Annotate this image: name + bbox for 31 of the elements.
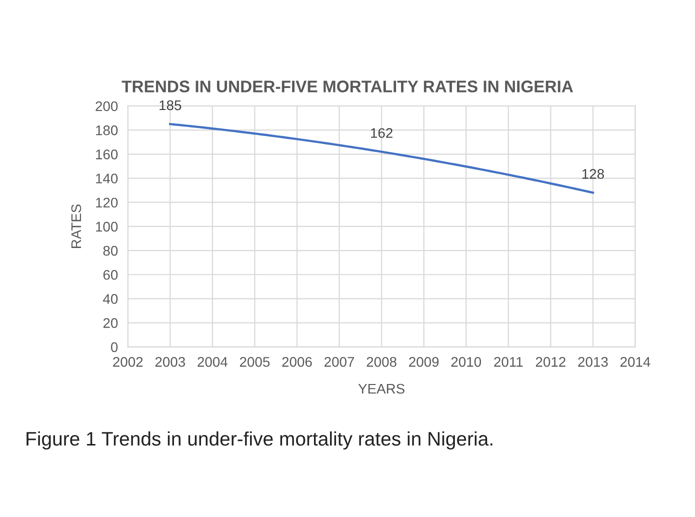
y-tick-label: 180	[96, 125, 118, 136]
y-tick-label: 120	[96, 198, 118, 208]
x-tick-label: 2005	[240, 356, 270, 367]
y-tick-label: 20	[103, 318, 118, 328]
x-tick-label: 2012	[536, 356, 566, 367]
x-tick-label: 2009	[409, 356, 439, 367]
x-tick-label: 2011	[494, 356, 523, 367]
x-tick-label: 2002	[113, 356, 143, 367]
x-tick-label: 2007	[324, 356, 354, 367]
x-tick-label: 2003	[155, 356, 185, 367]
caption: Figure 1 Trends in under-five mortality rates in Nigeria.	[26, 431, 492, 450]
x-tick-label: 2004	[198, 356, 228, 367]
x-tick-label: 2013	[578, 356, 608, 367]
y-tick-label: 40	[103, 294, 118, 304]
y-tick-label: 140	[96, 174, 118, 184]
y-tick-label: 80	[103, 246, 118, 256]
y-axis-title: RATES	[71, 204, 82, 248]
x-tick-label: 2008	[366, 356, 396, 367]
x-tick-label: 2014	[620, 356, 650, 367]
y-tick-label: 100	[96, 222, 118, 232]
data-label: 162	[371, 128, 392, 138]
y-tick-label: 60	[103, 270, 118, 280]
data-label: 185	[160, 100, 182, 110]
data-label: 128	[582, 169, 604, 179]
y-tick-label: 0	[110, 342, 118, 352]
chart-title: TRENDS IN UNDER-FIVE MORTALITY RATES IN NIGERIA	[122, 80, 574, 92]
x-axis-title: YEARS	[358, 384, 404, 394]
y-tick-label: 160	[96, 150, 118, 160]
x-tick-label: 2010	[451, 356, 482, 367]
y-tick-label: 200	[96, 101, 118, 112]
x-tick-label: 2006	[282, 356, 312, 367]
